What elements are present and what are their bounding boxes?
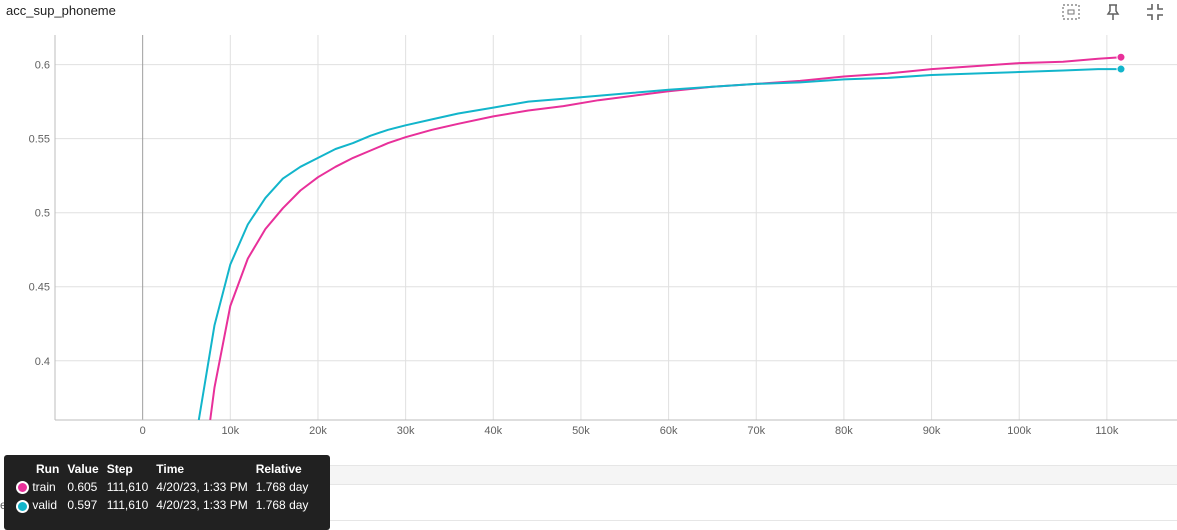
- tooltip-header-time: Time: [156, 462, 185, 476]
- x-tick-label: 90k: [923, 425, 941, 437]
- tooltip-header-relative: Relative: [255, 462, 302, 476]
- x-tick-label: 60k: [660, 425, 678, 437]
- scrollbar-track: [330, 465, 1177, 485]
- y-tick-label: 0.6: [35, 60, 50, 72]
- tooltip-row: train 0.605 111,610 4/20/23, 1:33 PM 1.7…: [12, 478, 312, 496]
- tooltip-value: 0.597: [67, 498, 98, 513]
- x-tick-label: 40k: [484, 425, 502, 437]
- series-line-train: [209, 56, 1122, 421]
- y-tick-label: 0.5: [35, 208, 50, 220]
- run-name: train: [32, 480, 56, 494]
- chart-title: acc_sup_phoneme: [6, 3, 116, 18]
- x-tick-label: 50k: [572, 425, 590, 437]
- valid-swatch-icon: [16, 499, 29, 513]
- x-tick-label: 80k: [835, 425, 853, 437]
- tooltip-header-run: Run: [36, 462, 60, 476]
- x-tick-label: 100k: [1007, 425, 1031, 437]
- x-tick-label: 30k: [397, 425, 415, 437]
- y-tick-label: 0.45: [29, 282, 50, 294]
- x-tick-label: 20k: [309, 425, 327, 437]
- tooltip-value: 0.605: [67, 480, 98, 495]
- series-line-valid: [197, 68, 1121, 421]
- tooltip-run: valid: [12, 496, 63, 514]
- tooltip-row: valid 0.597 111,610 4/20/23, 1:33 PM 1.7…: [12, 496, 312, 514]
- x-tick-label: 10k: [221, 425, 239, 437]
- chart-toolbar: [1061, 2, 1165, 22]
- tooltip: Run Value Step Time Relative train 0.605…: [4, 455, 330, 530]
- y-tick-label: 0.4: [35, 356, 50, 368]
- line-chart[interactable]: 0 10k 20k 30k 40k 50k 60k 70k 80k 90k 100k 110k 0.4 0…: [0, 0, 1177, 460]
- tooltip-header-step: Step: [106, 462, 133, 476]
- axes: [54, 35, 1177, 421]
- y-tick-label: 0.55: [29, 134, 50, 146]
- tooltip-time: 4/20/23, 1:33 PM: [156, 480, 248, 495]
- pin-icon[interactable]: [1103, 2, 1123, 22]
- tooltip-step: 111,610: [106, 480, 149, 495]
- x-tick-label: 70k: [747, 425, 765, 437]
- grid-lines: [55, 35, 1177, 420]
- tooltip-relative: 1.768 day: [255, 498, 309, 513]
- x-tick-label: 110k: [1095, 425, 1119, 437]
- divider: [330, 520, 1177, 521]
- series-lines: [197, 52, 1126, 421]
- train-swatch-icon: [16, 481, 29, 495]
- tooltip-step: 111,610: [106, 498, 149, 513]
- tooltip-header-value: Value: [67, 462, 99, 476]
- tooltip-relative: 1.768 day: [255, 480, 309, 495]
- fit-to-data-icon[interactable]: [1061, 2, 1081, 22]
- tooltip-table: Run Value Step Time Relative train 0.605…: [12, 460, 312, 515]
- tick-labels: 0 10k 20k 30k 40k 50k 60k 70k 80k 90k 100k 110k 0.4 0…: [29, 60, 1119, 437]
- tooltip-run: train: [12, 478, 63, 496]
- fullscreen-icon[interactable]: [1145, 2, 1165, 22]
- run-name: valid: [32, 498, 58, 513]
- series-endpoint-train: [1116, 52, 1126, 62]
- x-tick-label: 0: [140, 425, 146, 437]
- tooltip-time: 4/20/23, 1:33 PM: [156, 498, 248, 513]
- series-endpoint-valid: [1116, 64, 1126, 74]
